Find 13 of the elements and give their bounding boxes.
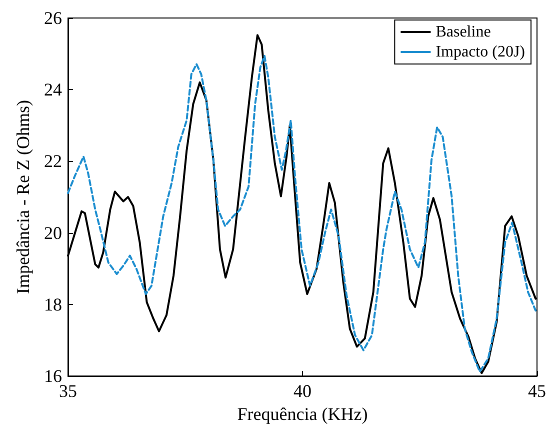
- y-tick-label: 26: [44, 8, 62, 28]
- x-axis-title: Frequência (KHz): [237, 404, 368, 424]
- legend-label: Impacto (20J): [436, 44, 526, 60]
- legend-label: Baseline: [436, 24, 491, 40]
- x-tick-label: 45: [528, 381, 546, 401]
- x-tick-label: 40: [294, 381, 312, 401]
- y-tick-label: 20: [44, 222, 62, 243]
- y-tick-label: 16: [44, 366, 62, 386]
- y-axis-title: Impedância - Re Z (Ohms): [13, 100, 33, 294]
- y-tick-label: 18: [44, 294, 62, 314]
- x-tick-label: 35: [59, 381, 77, 401]
- y-tick-label: 22: [44, 151, 62, 172]
- y-tick-label: 24: [44, 80, 62, 100]
